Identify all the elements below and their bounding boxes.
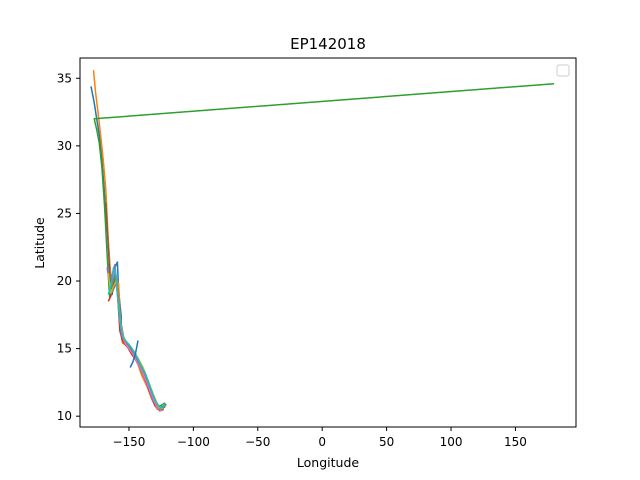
plot-background (80, 58, 576, 427)
x-tick-label: −50 (245, 435, 270, 449)
y-axis-ticks: 10 15 20 25 30 35 (57, 71, 80, 423)
y-tick-label: 35 (57, 71, 72, 85)
legend-box (556, 64, 570, 77)
chart-title: EP142018 (290, 35, 366, 53)
track-series-line-11 (129, 340, 139, 368)
x-tick-label: 50 (379, 435, 394, 449)
y-axis-label: Latitude (32, 217, 47, 269)
track-series-line-10 (107, 266, 166, 409)
x-tick-label: −150 (112, 435, 145, 449)
x-tick-label: 100 (440, 435, 463, 449)
x-tick-label: −100 (177, 435, 210, 449)
y-tick-label: 15 (57, 342, 72, 356)
plot-frame (79, 57, 577, 428)
y-tick-label: 25 (57, 206, 72, 220)
y-tick-label: 20 (57, 274, 72, 288)
x-tick-label: 150 (504, 435, 527, 449)
series-layer (90, 70, 555, 412)
x-tick-label: 0 (318, 435, 326, 449)
y-tick-label: 30 (57, 139, 72, 153)
y-tick-label: 10 (57, 409, 72, 423)
x-axis-label: Longitude (297, 455, 359, 470)
x-axis-ticks: −150 −100 −50 0 50 100 150 (112, 427, 527, 449)
